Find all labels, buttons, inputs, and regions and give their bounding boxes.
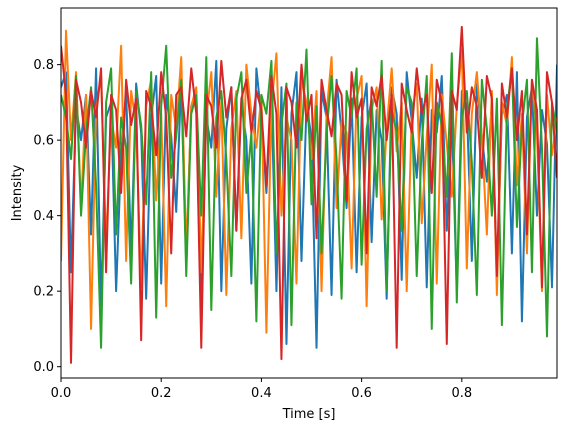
y-tick-label: 0.6 (33, 134, 54, 149)
series-line-3 (61, 37, 557, 349)
y-tick-label: 0.4 (33, 209, 54, 224)
x-tick-label: 0.0 (51, 386, 72, 401)
x-axis-label: Time [s] (282, 407, 336, 422)
x-tick-label: 0.4 (251, 386, 272, 401)
y-tick-label: 0.2 (33, 285, 54, 300)
series-line-4 (61, 25, 557, 364)
tick-layer: 0.0 0.2 0.4 0.6 0.8 0.0 0.2 0.4 0.6 0.8 (33, 58, 472, 401)
plot-frame (60, 7, 558, 379)
y-tick-label: 0.8 (33, 58, 54, 73)
x-tick-label: 0.6 (351, 386, 372, 401)
x-tick-label: 0.8 (451, 386, 472, 401)
series-layer (61, 25, 557, 364)
x-tick-label: 0.2 (151, 386, 172, 401)
series-line-2 (61, 29, 557, 334)
y-axis-label: Intensity (10, 164, 25, 221)
y-tick-label: 0.0 (33, 360, 54, 375)
